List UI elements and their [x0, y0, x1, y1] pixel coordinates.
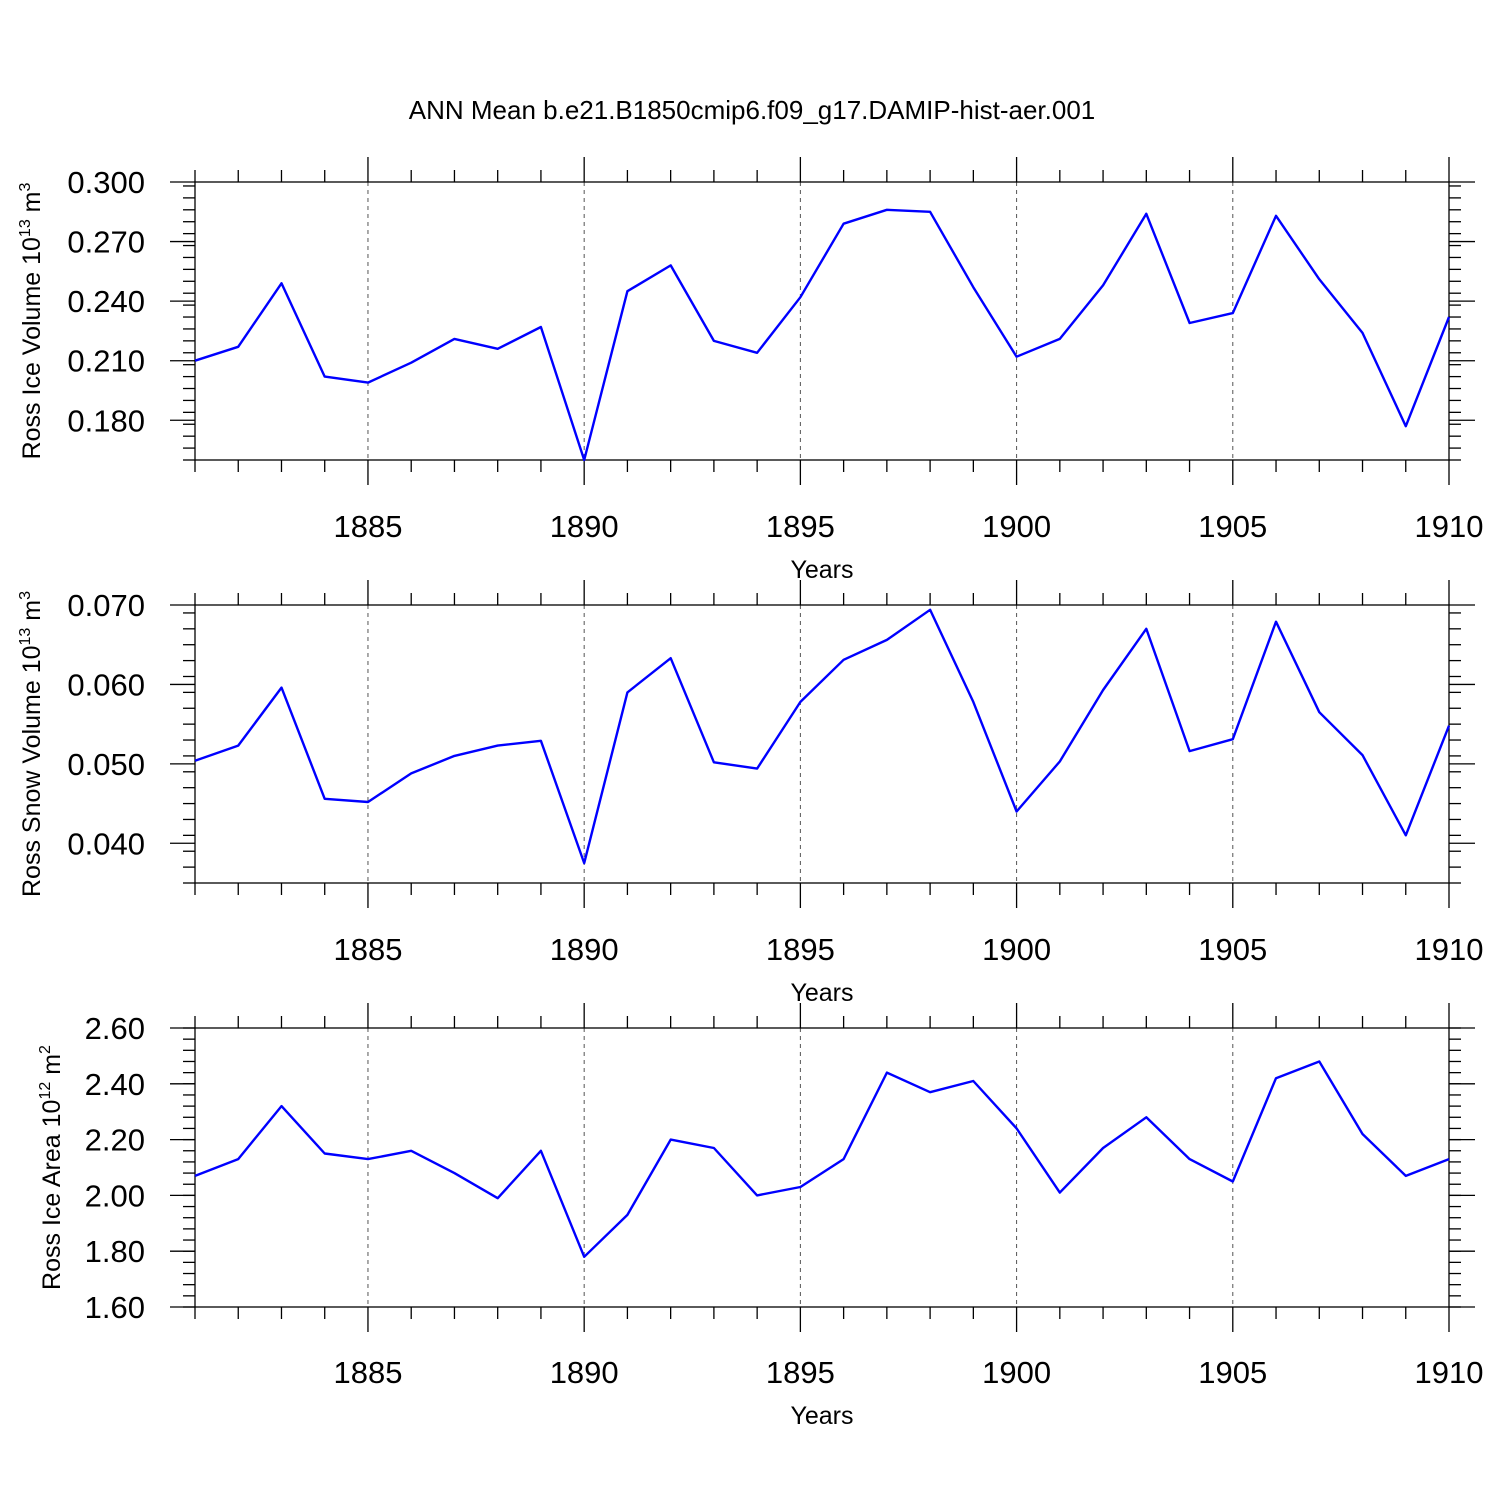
chart-panel-2: 0.040 0.050 0.060 0.070 1885 1890 1895 1900 1905… — [17, 580, 1483, 1007]
x-tick-label: 1890 — [550, 509, 619, 544]
y-tick-label: 0.060 — [67, 667, 145, 702]
y-tick-label: 2.20 — [85, 1123, 145, 1158]
y-axis-label-superscript: 12 — [37, 1082, 54, 1100]
x-tick-label: 1895 — [766, 509, 835, 544]
y-axis-label-text: m — [18, 600, 46, 628]
plot-frame — [194, 604, 1450, 884]
chart-panel-3: 1.60 1.80 2.00 2.20 2.40 2.60 1885 1890 1895 1900… — [37, 1003, 1483, 1430]
x-tick-label: 1895 — [766, 1355, 835, 1390]
y-tick-label: 0.050 — [67, 747, 145, 782]
x-tick-label: 1885 — [333, 932, 402, 967]
x-axis-label: Years — [790, 556, 853, 584]
x-tick-label: 1890 — [550, 932, 619, 967]
y-tick-label: 0.300 — [67, 165, 145, 200]
x-tick-label: 1885 — [333, 1355, 402, 1390]
y-tick-label: 0.040 — [67, 826, 145, 861]
y-axis-label-superscript: 3 — [17, 591, 34, 600]
chart-panel-1: 0.180 0.210 0.240 0.270 0.300 1885 1890 1895 190… — [17, 157, 1483, 584]
y-tick-label: 0.180 — [67, 403, 145, 438]
y-tick-label: 1.80 — [85, 1234, 145, 1269]
y-axis-label-text: m — [38, 1054, 66, 1082]
y-axis-label-text: Ross Ice Volume 10 — [18, 237, 46, 459]
chart-title: ANN Mean b.e21.B1850cmip6.f09_g17.DAMIP-… — [409, 95, 1096, 125]
y-tick-label: 2.00 — [85, 1178, 145, 1213]
y-axis-label-superscript: 13 — [17, 628, 34, 646]
x-tick-label: 1890 — [550, 1355, 619, 1390]
y-axis-label-text: Ross Snow Volume 10 — [18, 645, 46, 897]
plot-frame — [194, 181, 1450, 461]
y-axis-label-superscript: 13 — [17, 219, 34, 237]
series-line — [194, 608, 1451, 865]
y-axis-label-superscript: 3 — [17, 182, 34, 191]
y-axis-label-superscript: 2 — [37, 1045, 54, 1054]
y-tick-label: 0.210 — [67, 344, 145, 379]
y-axis-label-text: Ross Ice Area 10 — [38, 1100, 66, 1290]
plot-frame — [194, 1027, 1450, 1308]
x-tick-label: 1905 — [1198, 932, 1267, 967]
x-axis-label: Years — [790, 1402, 853, 1430]
y-tick-label: 0.270 — [67, 225, 145, 260]
x-tick-label: 1885 — [333, 509, 402, 544]
x-tick-label: 1910 — [1415, 509, 1484, 544]
y-tick-label: 0.070 — [67, 588, 145, 623]
x-tick-label: 1900 — [982, 932, 1051, 967]
x-tick-label: 1905 — [1198, 1355, 1267, 1390]
series-line — [194, 208, 1451, 462]
y-axis-label: Ross Ice Area 1012 m2 — [37, 1045, 66, 1290]
x-axis-label: Years — [790, 979, 853, 1007]
x-tick-label: 1900 — [982, 1355, 1051, 1390]
x-tick-label: 1905 — [1198, 509, 1267, 544]
y-tick-label: 2.40 — [85, 1067, 145, 1102]
panels: 0.180 0.210 0.240 0.270 0.300 1885 1890 1895 190… — [17, 157, 1483, 1430]
y-axis-label: Ross Snow Volume 1013 m3 — [17, 591, 46, 897]
y-axis-label-text: m — [18, 191, 46, 219]
x-tick-label: 1910 — [1415, 932, 1484, 967]
series-line — [194, 1060, 1450, 1259]
x-tick-label: 1895 — [766, 932, 835, 967]
y-axis-label: Ross Ice Volume 1013 m3 — [17, 182, 46, 459]
x-tick-label: 1910 — [1415, 1355, 1484, 1390]
x-tick-label: 1900 — [982, 509, 1051, 544]
y-tick-label: 1.60 — [85, 1290, 145, 1325]
y-tick-label: 2.60 — [85, 1011, 145, 1046]
y-tick-label: 0.240 — [67, 284, 145, 319]
